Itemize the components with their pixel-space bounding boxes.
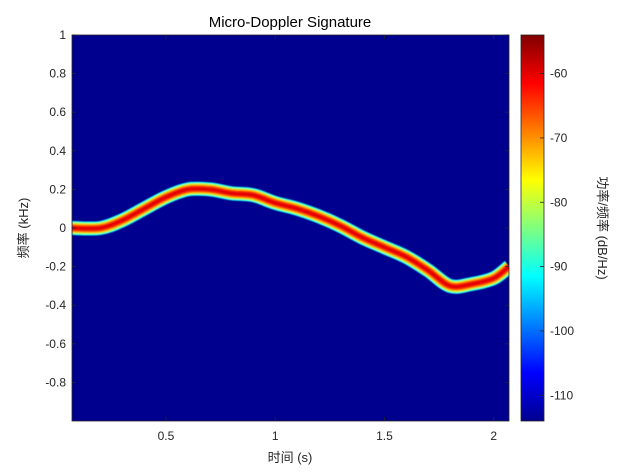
colorbar-tick-label: -70	[550, 131, 568, 145]
y-axis-label: 频率 (kHz)	[16, 198, 31, 259]
y-tick-label: 1	[59, 28, 66, 42]
y-axis-ticks: 1 0.8 0.6 0.4 0.2 0 -0.2 -0.4 -0.6 -0.8	[45, 28, 509, 389]
y-tick-label: -0.2	[45, 260, 66, 274]
colorbar-tick-label: -90	[550, 260, 568, 274]
colorbar-label: 功率/频率 (dB/Hz)	[595, 176, 610, 279]
y-tick-label: 0.2	[49, 182, 66, 196]
signal-traces	[72, 181, 509, 294]
colorbar-ticks: -60 -70 -80 -90 -100 -110	[540, 67, 574, 402]
x-axis-label: 时间 (s)	[268, 450, 313, 465]
trace-band	[72, 186, 509, 289]
series-trace-1	[72, 181, 509, 294]
y-tick-label: 0.4	[49, 144, 66, 158]
x-axis-ticks: 0.5 1 1.5 2	[158, 35, 497, 443]
colorbar	[520, 34, 545, 422]
colorbar-tick-label: -110	[550, 388, 573, 402]
y-tick-label: 0.6	[49, 105, 66, 119]
y-tick-label: 0	[59, 221, 66, 235]
y-tick-label: -0.4	[45, 298, 66, 312]
colorbar-tick-label: -60	[550, 67, 568, 81]
y-tick-label: 0.8	[49, 67, 66, 81]
y-tick-label: -0.6	[45, 337, 66, 351]
x-tick-label: 1	[272, 429, 279, 443]
x-tick-label: 1.5	[376, 429, 393, 443]
y-tick-label: -0.8	[45, 375, 66, 389]
colorbar-tick-label: -100	[550, 324, 574, 338]
x-tick-label: 0.5	[158, 429, 175, 443]
x-tick-label: 2	[490, 429, 497, 443]
colorbar-tick-label: -80	[550, 195, 568, 209]
chart-title: Micro-Doppler Signature	[209, 14, 372, 31]
